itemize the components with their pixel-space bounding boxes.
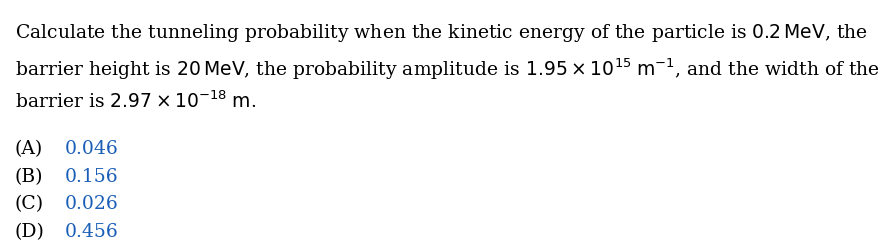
Text: 0.046: 0.046 (65, 140, 119, 158)
Text: (C): (C) (15, 195, 44, 213)
Text: 0.026: 0.026 (65, 195, 119, 213)
Text: barrier is $2.97\times10^{-18}\;\mathrm{m}$.: barrier is $2.97\times10^{-18}\;\mathrm{… (15, 90, 256, 112)
Text: (A): (A) (15, 140, 43, 158)
Text: Calculate the tunneling probability when the kinetic energy of the particle is $: Calculate the tunneling probability when… (15, 22, 867, 44)
Text: (B): (B) (15, 168, 43, 186)
Text: barrier height is $20\,\mathrm{MeV}$, the probability amplitude is $1.95\times10: barrier height is $20\,\mathrm{MeV}$, th… (15, 56, 878, 82)
Text: 0.156: 0.156 (65, 168, 119, 186)
Text: (D): (D) (15, 223, 45, 241)
Text: 0.456: 0.456 (65, 223, 119, 241)
